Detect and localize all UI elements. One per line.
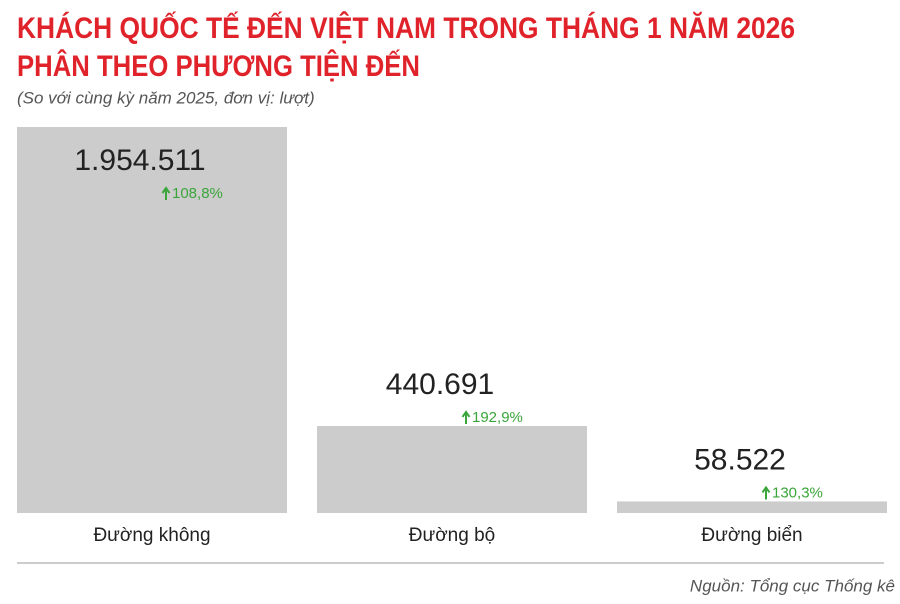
- chart-title: KHÁCH QUỐC TẾ ĐẾN VIỆT NAM TRONG THÁNG 1…: [17, 11, 795, 45]
- x-tick-label: Đường bộ: [409, 525, 495, 546]
- bar: [617, 501, 887, 513]
- x-tick-label: Đường không: [93, 525, 210, 546]
- bar: [17, 127, 287, 513]
- growth-arrow: [461, 410, 471, 424]
- value-label: 440.691: [386, 368, 494, 401]
- growth-arrow: [161, 186, 171, 200]
- bar: [317, 425, 587, 513]
- value-label: 58.522: [694, 443, 786, 476]
- value-label: 1.954.511: [74, 144, 205, 177]
- chart-title: PHÂN THEO PHƯƠNG TIỆN ĐẾN: [17, 49, 420, 83]
- growth-label: 108,8%: [172, 185, 223, 202]
- x-tick-label: Đường biển: [701, 525, 802, 546]
- chart-subtitle: (So với cùng kỳ năm 2025, đơn vị: lượt): [17, 88, 315, 107]
- growth-label: 130,3%: [772, 484, 823, 501]
- source: Nguồn: Tổng cục Thống kê: [690, 576, 895, 595]
- growth-label: 192,9%: [472, 409, 523, 426]
- growth-arrow: [761, 485, 771, 500]
